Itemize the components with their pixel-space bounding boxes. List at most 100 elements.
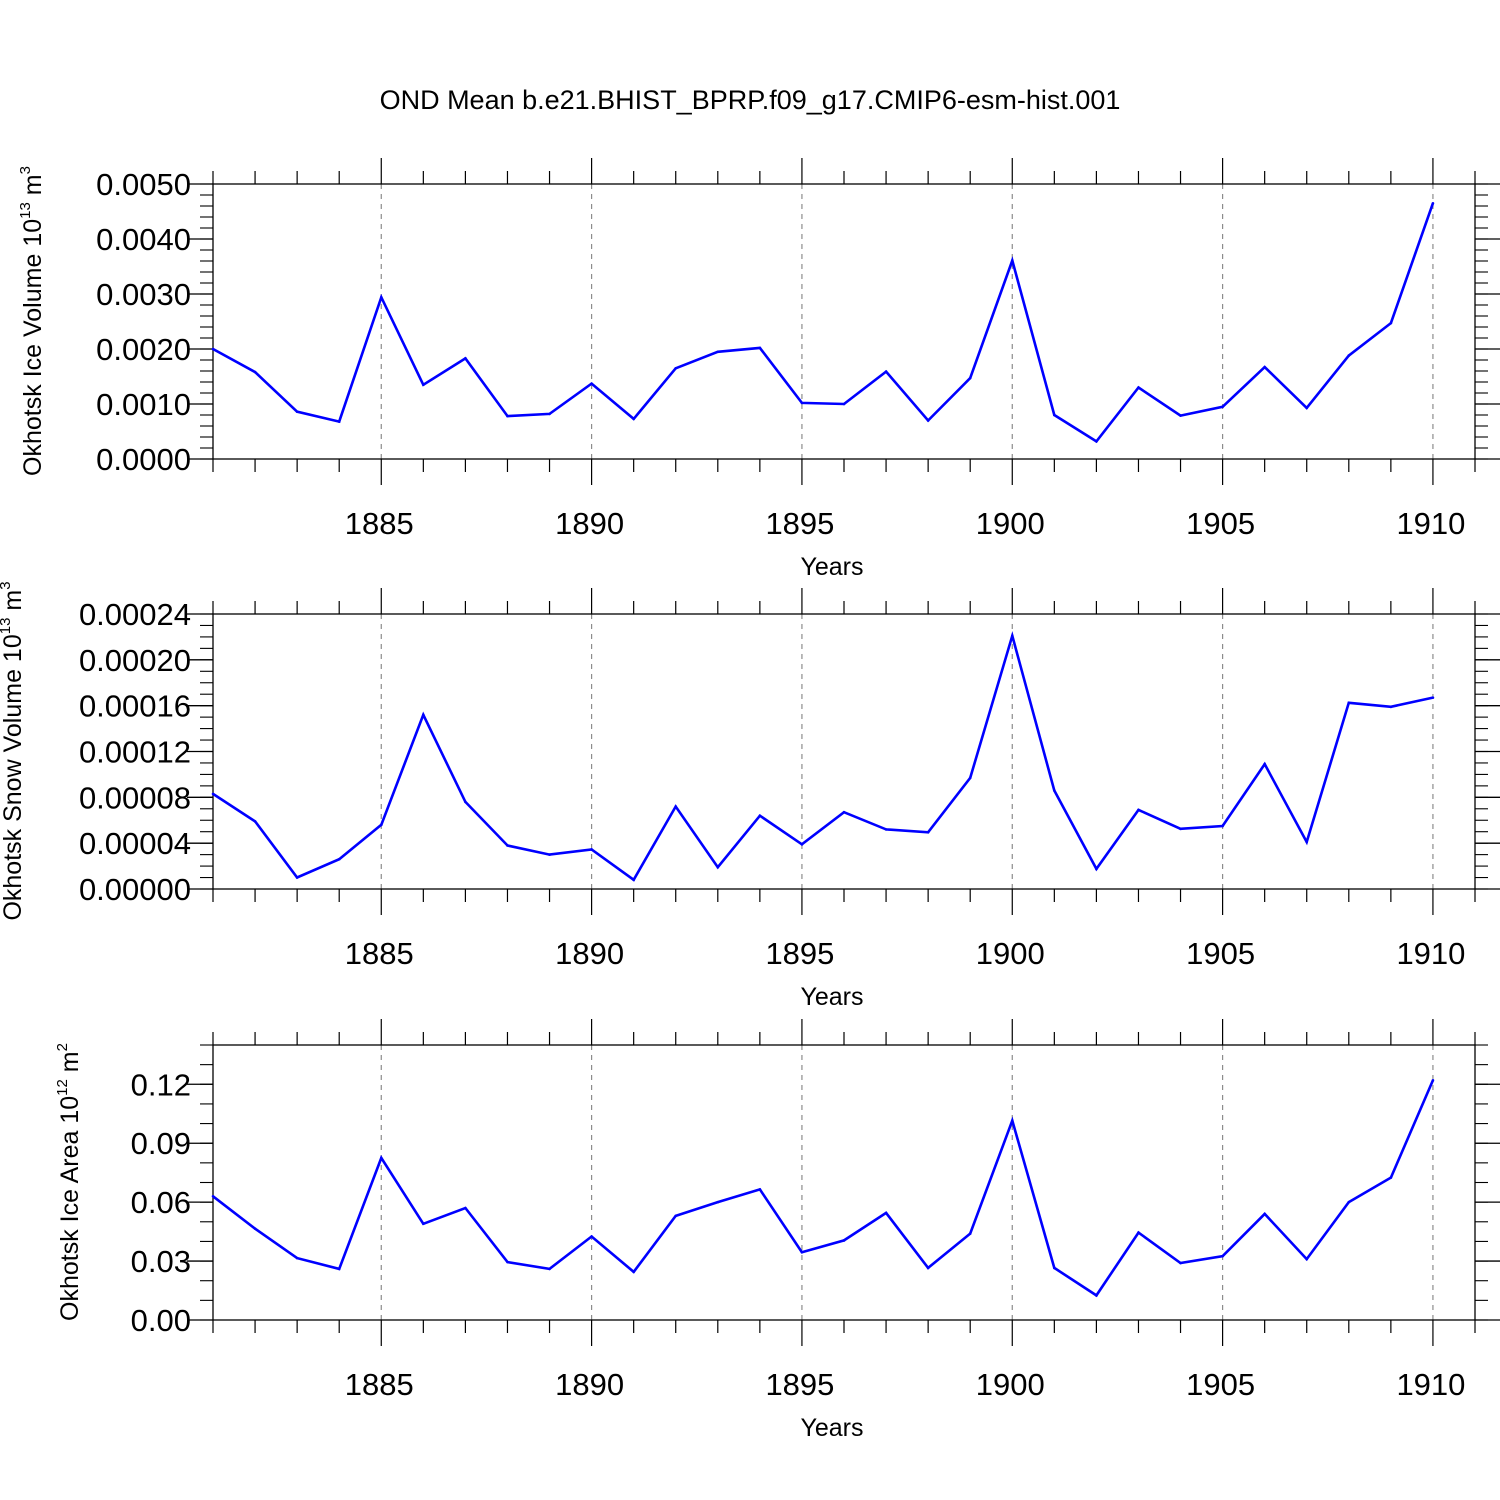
ice-area-panel: Okhotsk Ice Area 1012 m2 Years 0.00 0.03 0… [54,1019,1500,1442]
snow-volume-point-1905 [1221,824,1224,828]
snow-volume-point-1894 [758,814,762,817]
snow-volume-point-1890 [590,848,593,851]
snow-volume-panel: Okhotsk Snow Volume 1013 m3 Years 0.0000… [0,581,1500,1011]
ice-volume-x-tick-label-1905: 1905 [1186,506,1255,541]
ice-area-point-1888 [506,1260,509,1264]
snow-volume-point-1888 [506,844,509,847]
ice-area-point-1901 [1053,1266,1056,1270]
ice-area-point-1904 [1179,1261,1182,1265]
ice-area-point-1903 [1137,1231,1140,1234]
snow-volume-y-tick-label-2: 0.00008 [79,780,191,815]
snow-volume-x-axis-title: Years [800,983,863,1011]
ice-area-x-tick-label-1885: 1885 [345,1367,414,1402]
ice-volume-point-1881 [211,347,215,351]
snow-volume-x-tick-label-1905: 1905 [1186,936,1255,971]
ice-area-x-tick-label-1910: 1910 [1396,1367,1465,1402]
ice-volume-point-1905 [1221,405,1224,409]
ice-area-point-1892 [674,1214,678,1218]
snow-volume-point-1895 [800,843,804,846]
ice-volume-x-tick-label-1900: 1900 [976,506,1045,541]
snow-volume-x-tick-label-1890: 1890 [555,936,624,971]
ice-volume-y-tick-label-4: 0.0040 [96,222,191,257]
ice-area-point-1885 [379,1156,383,1160]
snow-volume-point-1901 [1053,789,1056,792]
ice-area-point-1889 [548,1267,551,1271]
snow-volume-point-1893 [716,865,720,869]
ice-area-y-tick-label-3: 0.09 [131,1126,191,1161]
ice-volume-point-1887 [464,357,467,360]
ice-area-y-tick-label-0: 0.00 [131,1303,191,1338]
ice-area-point-1899 [968,1232,972,1235]
ice-area-point-1886 [422,1222,425,1226]
snow-volume-y-tick-label-1: 0.00004 [79,826,191,861]
ice-area-x-tick-label-1895: 1895 [765,1367,834,1402]
ice-volume-point-1884 [337,420,341,423]
ice-volume-point-1891 [632,417,635,421]
ice-area-point-1884 [337,1267,341,1271]
snow-volume-point-1884 [337,857,341,861]
ice-volume-point-1892 [674,366,678,370]
ice-volume-point-1906 [1263,365,1266,369]
ice-volume-point-1882 [253,370,257,374]
snow-volume-point-1896 [842,810,846,814]
ice-volume-y-tick-label-1: 0.0010 [96,387,191,422]
snow-volume-point-1891 [632,878,635,882]
snow-volume-point-1897 [884,828,888,831]
ice-volume-point-1908 [1347,354,1351,357]
snow-volume-point-1886 [422,713,425,717]
ice-area-x-axis-title: Years [800,1414,863,1442]
snow-volume-point-1907 [1305,840,1309,844]
ice-volume-x-axis-title: Years [800,553,863,581]
ice-area-point-1905 [1221,1254,1224,1258]
snow-volume-point-1899 [968,776,972,780]
ice-area-x-tick-label-1905: 1905 [1186,1367,1255,1402]
ice-volume-point-1909 [1389,321,1393,325]
snow-volume-point-1904 [1179,827,1182,831]
ice-area-y-axis-title: Okhotsk Ice Area 1012 m2 [54,1043,84,1321]
ice-area-y-tick-label-2: 0.06 [131,1185,191,1220]
ice-area-point-1881 [211,1194,215,1198]
ice-volume-point-1896 [842,402,846,406]
ice-area-point-1908 [1347,1200,1351,1204]
snow-volume-point-1887 [464,800,467,804]
ice-volume-y-tick-label-3: 0.0030 [96,277,191,312]
ice-volume-point-1900 [1010,259,1014,262]
snow-volume-point-1898 [926,830,930,834]
snow-volume-point-1909 [1389,705,1393,709]
ice-volume-point-1894 [758,346,762,350]
ice-volume-x-tick-label-1895: 1895 [765,506,834,541]
snow-volume-x-tick-label-1895: 1895 [765,936,834,971]
ice-volume-y-tick-label-5: 0.0050 [96,167,191,202]
ice-volume-point-1904 [1179,414,1182,417]
ice-area-point-1910 [1431,1079,1435,1082]
snow-volume-point-1903 [1137,808,1140,812]
snow-volume-y-tick-label-3: 0.00012 [79,735,191,770]
snow-volume-x-tick-label-1885: 1885 [345,936,414,971]
ice-volume-point-1885 [379,296,383,299]
ice-volume-point-1895 [800,401,804,405]
ice-volume-point-1907 [1305,406,1309,410]
snow-volume-x-tick-label-1900: 1900 [976,936,1045,971]
ice-volume-point-1893 [716,350,720,354]
ice-volume-point-1903 [1137,386,1140,389]
ice-volume-point-1888 [506,414,509,418]
ice-volume-x-tick-label-1885: 1885 [345,506,414,541]
snow-volume-y-tick-label-4: 0.00016 [79,689,191,724]
ice-area-point-1883 [295,1256,299,1260]
ice-volume-series-line [212,202,1435,444]
ice-area-point-1894 [758,1188,762,1191]
snow-volume-point-1900 [1010,634,1014,638]
ice-area-point-1896 [842,1239,846,1242]
snow-volume-y-tick-label-6: 0.00024 [79,597,191,632]
ice-area-point-1882 [253,1227,257,1230]
ice-area-y-tick-label-1: 0.03 [131,1244,191,1279]
ice-area-y-tick-label-4: 0.12 [131,1067,191,1102]
snow-volume-point-1885 [379,823,383,827]
ice-area-point-1893 [716,1200,720,1204]
ice-area-point-1900 [1010,1119,1014,1122]
ice-volume-x-tick-label-1890: 1890 [555,506,624,541]
ice-area-point-1907 [1305,1257,1309,1261]
ice-volume-point-1901 [1053,413,1056,417]
snow-volume-point-1910 [1431,696,1435,699]
